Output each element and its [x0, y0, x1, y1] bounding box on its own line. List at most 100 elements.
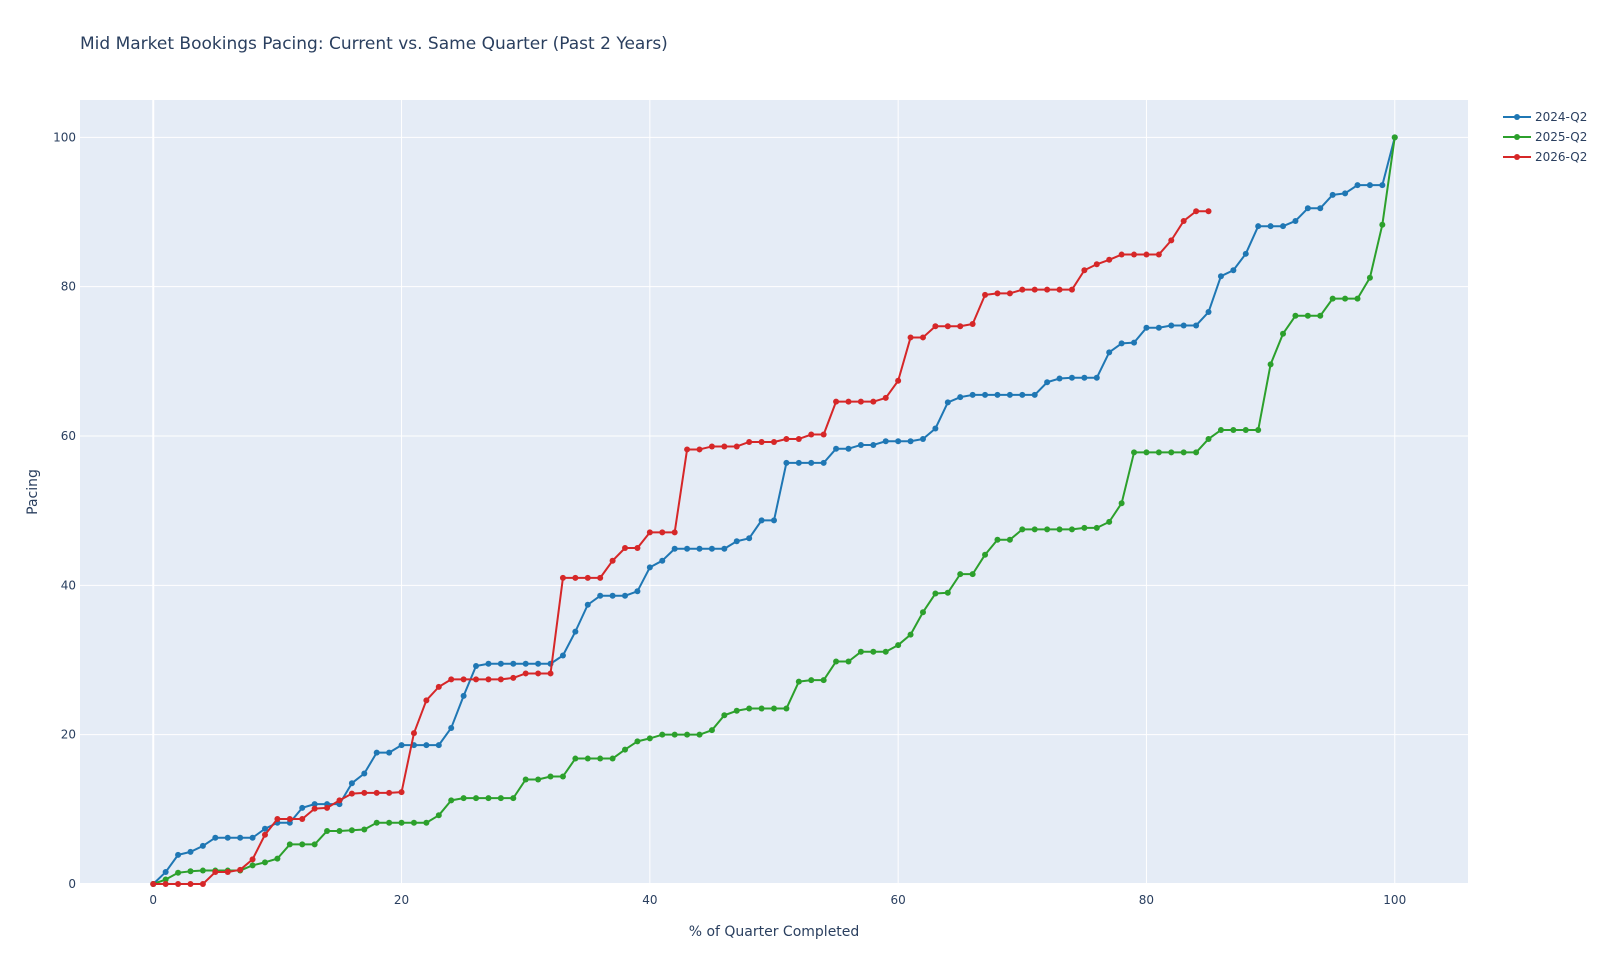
data-point: [237, 834, 244, 841]
data-point: [448, 724, 455, 731]
data-point: [833, 445, 840, 452]
data-point: [212, 869, 219, 876]
y-tick-label: 80: [61, 280, 76, 294]
data-point: [957, 394, 964, 401]
data-point: [584, 755, 591, 762]
data-point: [746, 705, 753, 712]
data-point: [162, 876, 169, 883]
legend-item-2026-q2[interactable]: 2026-Q2: [1503, 150, 1587, 164]
series-group: [150, 134, 1398, 887]
data-point: [708, 727, 715, 734]
data-point: [1044, 526, 1051, 533]
data-point: [249, 862, 256, 869]
data-point: [572, 755, 579, 762]
data-point: [1093, 374, 1100, 381]
data-point: [473, 676, 480, 683]
data-point: [671, 545, 678, 552]
data-point: [150, 881, 157, 887]
data-point: [932, 323, 939, 330]
data-point: [746, 535, 753, 542]
data-point: [994, 536, 1001, 543]
x-axis-title: % of Quarter Completed: [689, 924, 860, 940]
data-point: [361, 789, 368, 796]
data-point: [410, 819, 417, 826]
data-point: [199, 867, 206, 874]
data-point: [907, 334, 914, 341]
data-point: [1267, 361, 1274, 368]
data-point: [423, 742, 430, 749]
data-point: [535, 670, 542, 677]
x-tick-label: 60: [891, 893, 906, 907]
data-point: [460, 676, 467, 683]
data-point: [634, 738, 641, 745]
gridlines: [80, 100, 1468, 885]
data-point: [944, 589, 951, 596]
legend[interactable]: 2024-Q2 2025-Q2 2026-Q2: [1503, 110, 1587, 164]
data-point: [1068, 526, 1075, 533]
data-point: [1131, 449, 1138, 456]
data-point: [311, 805, 318, 812]
data-point: [1205, 208, 1212, 215]
legend-item-2025-q2[interactable]: 2025-Q2: [1503, 130, 1587, 144]
data-point: [348, 780, 355, 787]
plot-area: [80, 100, 1468, 884]
data-point: [733, 538, 740, 545]
data-point: [1031, 286, 1038, 293]
data-point: [249, 834, 256, 841]
data-point: [187, 881, 194, 887]
data-point: [646, 735, 653, 742]
data-point: [175, 851, 182, 858]
data-point: [1230, 427, 1237, 434]
data-point: [696, 446, 703, 453]
data-point: [1056, 526, 1063, 533]
data-point: [547, 670, 554, 677]
data-point: [597, 755, 604, 762]
data-point: [261, 831, 268, 838]
data-point: [609, 592, 616, 599]
legend-swatch-marker: [1514, 114, 1520, 120]
data-point: [1317, 312, 1324, 319]
data-point: [882, 394, 889, 401]
data-point: [932, 425, 939, 432]
data-point: [1217, 427, 1224, 434]
data-point: [907, 631, 914, 638]
data-point: [1280, 330, 1287, 337]
data-point: [907, 438, 914, 445]
data-point: [299, 841, 306, 848]
data-point: [510, 795, 517, 802]
data-point: [485, 676, 492, 683]
data-point: [1242, 427, 1249, 434]
data-point: [286, 816, 293, 823]
series-2025-q2: [150, 134, 1398, 887]
legend-item-2024-q2[interactable]: 2024-Q2: [1503, 110, 1587, 124]
data-point: [299, 804, 306, 811]
data-point: [460, 795, 467, 802]
data-point: [1093, 524, 1100, 531]
data-point: [398, 819, 405, 826]
data-point: [522, 776, 529, 783]
data-point: [361, 770, 368, 777]
data-point: [324, 827, 331, 834]
data-point: [485, 660, 492, 667]
data-point: [969, 391, 976, 398]
data-point: [1093, 261, 1100, 268]
data-point: [708, 443, 715, 450]
data-point: [398, 742, 405, 749]
data-point: [721, 545, 728, 552]
data-point: [510, 674, 517, 681]
data-point: [522, 660, 529, 667]
data-point: [771, 438, 777, 445]
data-point: [919, 435, 926, 442]
data-point: [659, 557, 666, 564]
data-point: [162, 869, 169, 876]
data-point: [212, 834, 219, 841]
data-point: [895, 377, 902, 384]
data-point: [746, 438, 753, 445]
data-point: [808, 459, 815, 466]
data-point: [1217, 273, 1224, 280]
data-point: [1155, 449, 1162, 456]
data-point: [1031, 391, 1038, 398]
data-point: [1354, 182, 1361, 189]
data-point: [857, 441, 864, 448]
